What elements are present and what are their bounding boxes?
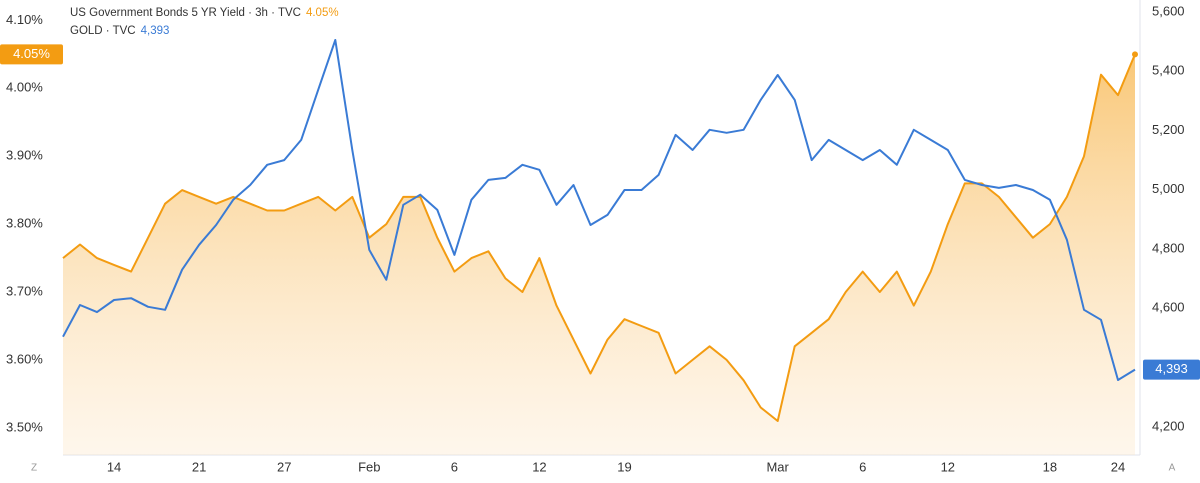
price-badge-label: 4.05% (13, 46, 50, 61)
x-tick-label: 27 (277, 459, 291, 474)
legend-name: US Government Bonds 5 YR Yield · 3h · TV… (70, 7, 301, 19)
y2-tick-label: 4,200 (1152, 418, 1185, 433)
x-tick-label: Mar (766, 459, 789, 474)
x-tick-label: 21 (192, 459, 206, 474)
price-badge (0, 44, 63, 65)
line (62, 39, 1136, 381)
legend-name: GOLD · TVC (70, 25, 136, 37)
y-tick-label: 4.00% (6, 80, 43, 95)
price-badge-label: 4,393 (1155, 361, 1188, 376)
y-tick-label: 3.60% (6, 351, 43, 366)
area (63, 54, 1135, 456)
y-tick-label: 3.80% (6, 216, 43, 231)
x-tick-label: 18 (1043, 459, 1057, 474)
x-tick-label: 12 (941, 459, 955, 474)
last-point (1132, 51, 1138, 58)
price-badge (1143, 359, 1200, 380)
y2-tick-label: 4,600 (1152, 300, 1185, 315)
y-tick-label: 3.90% (6, 148, 43, 163)
legend-value: 4.05% (306, 7, 339, 19)
corner-label[interactable]: Z (31, 463, 37, 474)
y-tick-label: 4.10% (6, 12, 43, 27)
line (62, 53, 1136, 422)
y-tick-label: 3.50% (6, 419, 43, 434)
x-tick-label: 6 (451, 459, 458, 474)
y2-tick-label: 5,400 (1152, 63, 1185, 78)
y2-tick-label: 5,600 (1152, 3, 1185, 18)
x-tick-label: 6 (859, 459, 866, 474)
legend-value: 4,393 (141, 25, 170, 37)
x-tick-label: 14 (107, 459, 121, 474)
x-tick-label: Feb (358, 459, 380, 474)
y2-tick-label: 4,800 (1152, 240, 1185, 255)
x-tick-label: 24 (1111, 459, 1125, 474)
x-tick-label: 19 (617, 459, 631, 474)
corner-label[interactable]: A (1169, 463, 1176, 474)
y-tick-label: 3.70% (6, 283, 43, 298)
x-tick-label: 12 (532, 459, 546, 474)
y2-tick-label: 5,000 (1152, 181, 1185, 196)
y2-tick-label: 5,200 (1152, 122, 1185, 137)
